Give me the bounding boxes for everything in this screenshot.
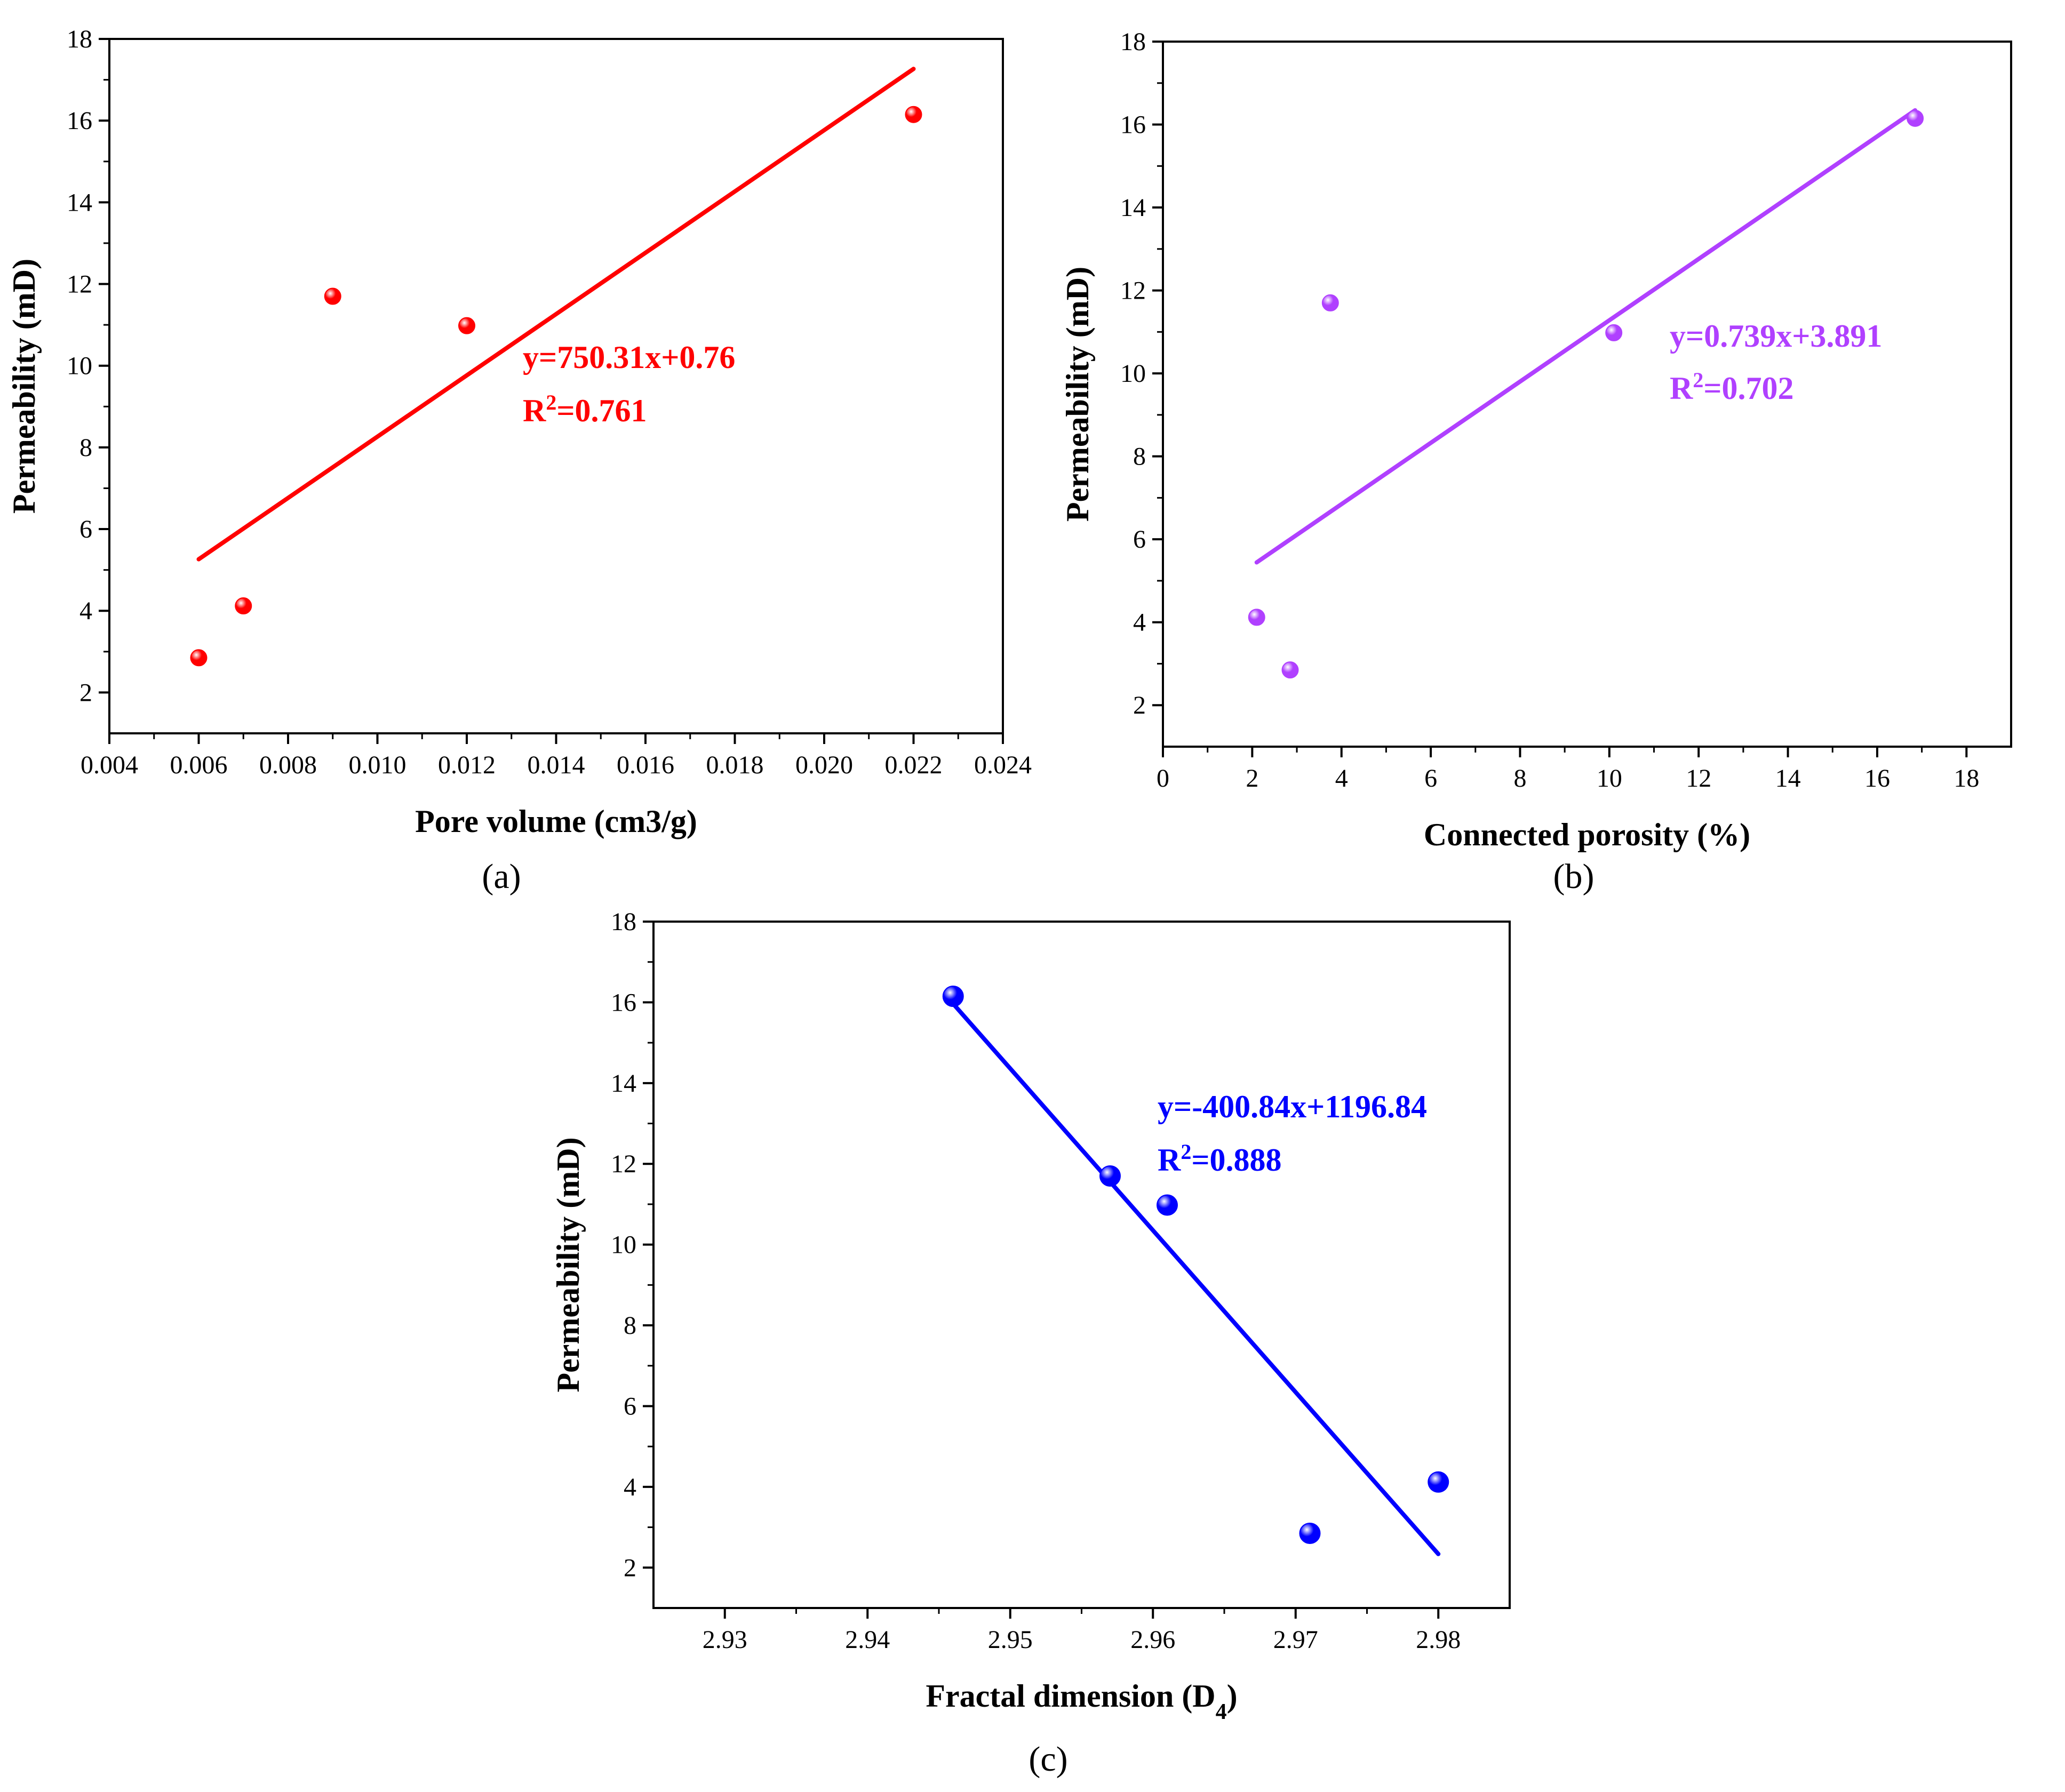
x-tick-label: 0.012 — [438, 751, 496, 779]
x-tick-label: 0.016 — [617, 751, 674, 779]
x-tick-label: 18 — [1954, 764, 1979, 793]
x-tick-label: 8 — [1513, 764, 1526, 793]
x-tick-label: 0.018 — [706, 751, 764, 779]
x-tick-label: 0.008 — [259, 751, 317, 779]
r-squared: R2=0.888 — [1158, 1140, 1282, 1178]
y-tick-label: 6 — [1133, 525, 1146, 554]
x-tick-label: 0.020 — [795, 751, 853, 779]
x-tick-label: 10 — [1597, 764, 1622, 793]
r-squared: R2=0.761 — [523, 390, 647, 429]
y-tick-label: 14 — [1120, 194, 1146, 222]
y-tick-label: 4 — [1133, 609, 1146, 637]
y-tick-label: 4 — [624, 1473, 636, 1501]
x-tick-label: 2.96 — [1130, 1626, 1175, 1654]
x-axis-title: Fractal dimension (D4) — [926, 1678, 1237, 1724]
x-tick-label: 0.010 — [349, 751, 406, 779]
x-tick-label: 0.024 — [974, 751, 1032, 779]
plot-frame — [1162, 41, 2012, 748]
data-point — [1605, 324, 1623, 341]
data-point — [1321, 294, 1339, 311]
fit-line — [1254, 108, 1918, 565]
x-tick-label: 2 — [1246, 764, 1258, 793]
x-tick-label: 12 — [1686, 764, 1711, 793]
x-axis-title: Connected porosity (%) — [1424, 817, 1750, 852]
panel-label: (a) — [482, 857, 521, 896]
y-tick-label: 4 — [79, 597, 92, 625]
y-tick-label: 2 — [624, 1554, 636, 1582]
fit-line — [196, 67, 916, 562]
x-tick-label: 2.97 — [1273, 1626, 1318, 1654]
y-tick-label: 10 — [67, 352, 92, 380]
data-point — [235, 597, 252, 615]
data-point — [324, 287, 341, 305]
y-tick-label: 12 — [67, 270, 92, 299]
fit-equation: y=750.31x+0.76 — [523, 340, 735, 375]
y-tick-label: 8 — [79, 434, 92, 462]
x-axis-title: Pore volume (cm3/g) — [415, 804, 697, 839]
y-axis-title: Permeability (mD) — [6, 259, 42, 514]
x-tick-label: 16 — [1864, 764, 1890, 793]
data-point — [942, 986, 964, 1007]
y-tick-label: 18 — [1120, 28, 1146, 56]
y-tick-label: 8 — [624, 1311, 636, 1340]
y-tick-label: 16 — [1120, 111, 1146, 139]
fit-equation: y=0.739x+3.891 — [1670, 318, 1882, 354]
x-tick-label: 2.94 — [845, 1626, 890, 1654]
y-tick-label: 10 — [1120, 359, 1146, 388]
y-axis-title: Permeability (mD) — [551, 1137, 586, 1392]
x-tick-label: 0.022 — [885, 751, 943, 779]
y-tick-label: 6 — [624, 1392, 636, 1420]
plot-frame — [108, 38, 1004, 734]
x-tick-label: 4 — [1335, 764, 1348, 793]
y-tick-label: 16 — [611, 988, 636, 1017]
y-tick-label: 18 — [67, 25, 92, 53]
data-point — [1157, 1194, 1178, 1216]
data-point — [1248, 609, 1265, 626]
y-axis-title: Permeability (mD) — [1060, 267, 1095, 522]
y-tick-label: 6 — [79, 515, 92, 543]
chart-panel-c: 2.93 2.94 2.95 2.96 2.97 2.98 2 4 6 8 10 12 14 16 18 Fr… — [551, 908, 1511, 1779]
fit-equation: y=-400.84x+1196.84 — [1158, 1089, 1427, 1124]
x-tick-label: 2.95 — [988, 1626, 1033, 1654]
x-tick-label: 0 — [1157, 764, 1169, 793]
r-squared: R2=0.702 — [1670, 368, 1794, 406]
data-point — [905, 106, 922, 123]
chart-panel-a: 0.004 0.006 0.008 0.010 0.012 0.014 0.016 0.018… — [6, 25, 1032, 896]
y-tick-label: 16 — [67, 107, 92, 135]
x-tick-label: 14 — [1775, 764, 1801, 793]
x-tick-label: 0.004 — [81, 751, 138, 779]
data-point — [1907, 109, 1924, 127]
data-point — [1299, 1522, 1321, 1544]
fit-line — [951, 1002, 1441, 1556]
data-point — [458, 317, 475, 334]
y-tick-label: 12 — [611, 1150, 636, 1178]
panel-label: (b) — [1553, 857, 1594, 896]
panel-label: (c) — [1028, 1740, 1067, 1779]
chart-panel-b: 0 2 4 6 8 10 12 14 16 18 2 4 6 8 10 12 14 16 18 Connected p… — [1060, 28, 2012, 896]
y-tick-label: 14 — [611, 1069, 636, 1098]
y-tick-label: 2 — [79, 678, 92, 707]
x-tick-label: 2.98 — [1416, 1626, 1461, 1654]
x-tick-label: 2.93 — [703, 1626, 747, 1654]
plot-frame — [652, 921, 1511, 1609]
x-tick-label: 6 — [1424, 764, 1437, 793]
x-tick-label: 0.006 — [170, 751, 228, 779]
y-tick-label: 18 — [611, 908, 636, 936]
y-tick-label: 12 — [1120, 277, 1146, 305]
y-tick-label: 2 — [1133, 691, 1146, 719]
data-point — [190, 649, 208, 667]
data-point — [1099, 1165, 1121, 1187]
y-tick-label: 8 — [1133, 443, 1146, 471]
x-tick-label: 0.014 — [528, 751, 585, 779]
data-point — [1428, 1471, 1449, 1493]
y-tick-label: 10 — [611, 1231, 636, 1259]
data-point — [1281, 661, 1299, 679]
y-tick-label: 14 — [67, 188, 92, 217]
